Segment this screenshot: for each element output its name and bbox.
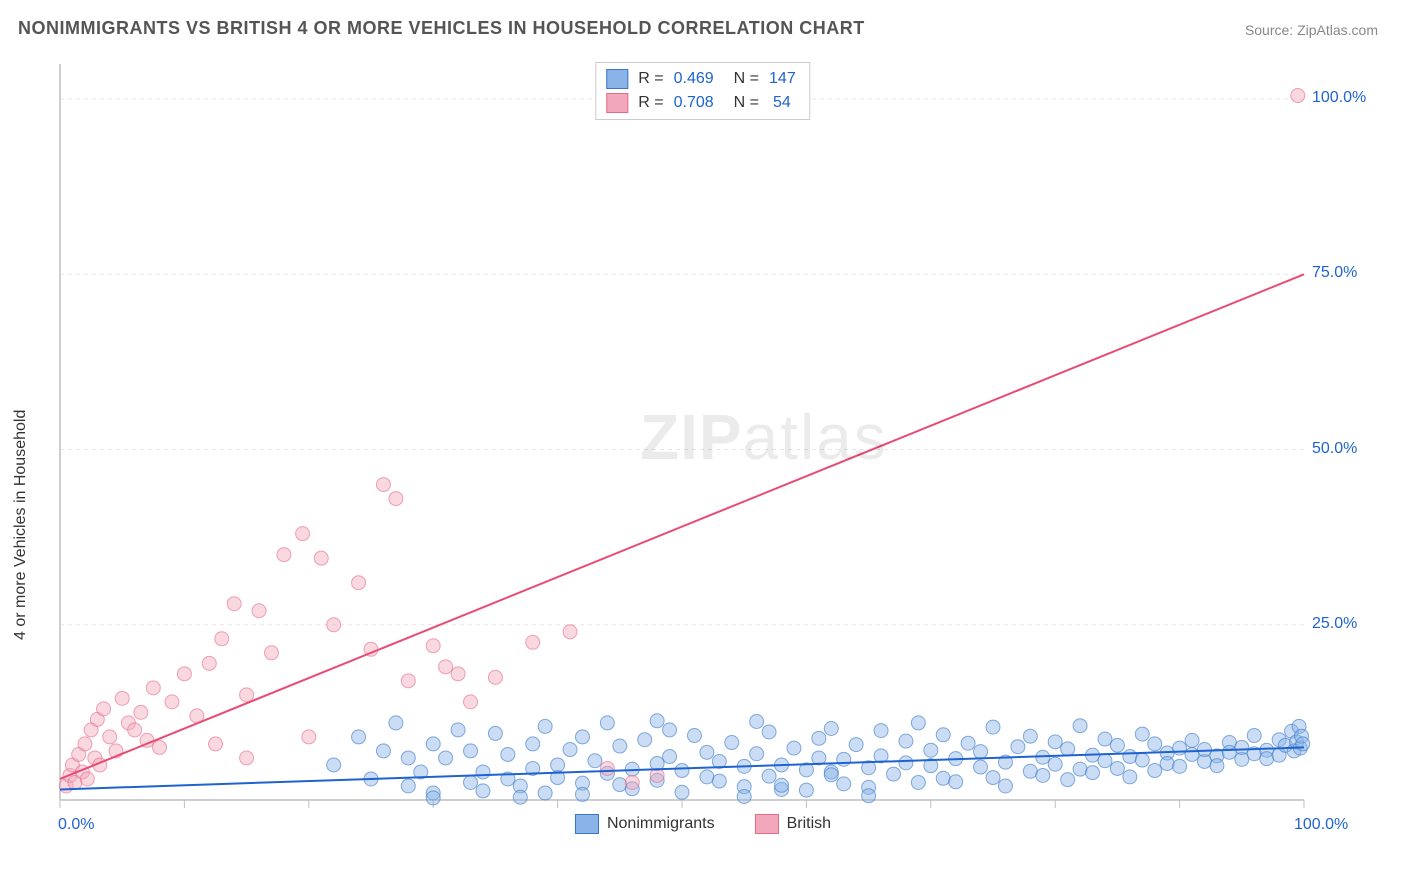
n-label: N = (734, 67, 759, 91)
chart-title: NONIMMIGRANTS VS BRITISH 4 OR MORE VEHIC… (18, 18, 865, 39)
y-tick-label: 50.0% (1312, 440, 1357, 458)
r-label-2: R = (638, 91, 663, 115)
series-legend: Nonimmigrants British (575, 814, 831, 834)
r-label: R = (638, 67, 663, 91)
chart-plot-area (54, 60, 1374, 840)
y-tick-label: 75.0% (1312, 264, 1357, 282)
nonimmigrants-swatch (606, 69, 628, 89)
legend-row-2: R = 0.708 N = 54 (606, 91, 795, 115)
y-tick-label: 100.0% (1312, 89, 1366, 107)
legend-item: British (755, 814, 831, 834)
legend-row-1: R = 0.469 N = 147 (606, 67, 795, 91)
scatter-chart (54, 60, 1374, 840)
n-value-1: 147 (769, 67, 796, 91)
x-start-label: 0.0% (58, 816, 94, 834)
legend-swatch (755, 814, 779, 834)
source-label: Source: ZipAtlas.com (1245, 22, 1378, 38)
legend-label: British (787, 815, 831, 833)
legend-item: Nonimmigrants (575, 814, 715, 834)
correlation-legend: R = 0.469 N = 147 R = 0.708 N = 54 (595, 62, 810, 120)
y-tick-label: 25.0% (1312, 615, 1357, 633)
r-value-2: 0.708 (674, 91, 714, 115)
r-value-1: 0.469 (674, 67, 714, 91)
legend-label: Nonimmigrants (607, 815, 715, 833)
x-end-label: 100.0% (1294, 816, 1348, 834)
n-value-2: 54 (773, 91, 791, 115)
y-axis-label: 4 or more Vehicles in Household (12, 410, 30, 640)
n-label-2: N = (734, 91, 759, 115)
legend-swatch (575, 814, 599, 834)
british-swatch (606, 93, 628, 113)
